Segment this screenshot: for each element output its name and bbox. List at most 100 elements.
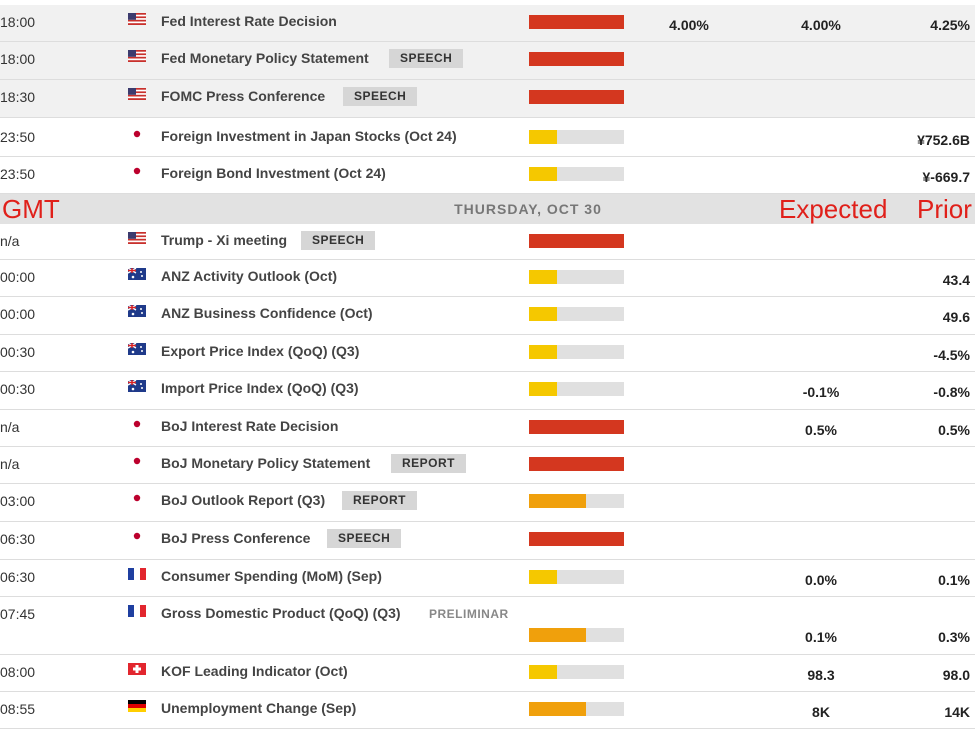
impact-fill <box>529 532 624 546</box>
country-flag <box>128 700 146 712</box>
actual-value: 4.00% <box>669 17 709 33</box>
impact-bar <box>529 382 624 396</box>
impact-fill <box>529 90 624 104</box>
impact-fill <box>529 15 624 29</box>
previous-value: ¥752.6B <box>917 132 970 148</box>
prior-label: Prior <box>917 194 972 224</box>
impact-fill <box>529 270 557 284</box>
impact-fill <box>529 494 586 508</box>
event-time: 00:30 <box>0 344 36 360</box>
previous-value: 14K <box>944 704 970 720</box>
previous-value: -4.5% <box>933 347 970 363</box>
forecast-value: -0.1% <box>802 384 840 400</box>
country-flag <box>128 530 146 542</box>
day-header: GMT THURSDAY, OCT 30 Expected Prior <box>0 194 975 224</box>
country-flag <box>128 455 146 467</box>
event-name: Trump - Xi meeting <box>161 232 288 248</box>
previous-value: ¥-669.7 <box>922 169 970 185</box>
event-name: Unemployment Change (Sep) <box>161 700 357 716</box>
event-row: n/a BoJ Monetary Policy Statement REPORT <box>0 447 975 484</box>
event-name: BoJ Press Conference <box>161 530 311 546</box>
country-flag <box>128 268 146 280</box>
event-name: Import Price Index (QoQ) (Q3) <box>161 380 359 396</box>
impact-bar <box>529 90 624 104</box>
country-flag <box>128 50 146 62</box>
impact-fill <box>529 382 557 396</box>
impact-bar <box>529 15 624 29</box>
event-row: 18:00 Fed Monetary Policy Statement SPEECH <box>0 42 975 80</box>
event-name: KOF Leading Indicator (Oct) <box>161 663 348 679</box>
impact-bar <box>529 457 624 471</box>
country-flag <box>128 13 146 25</box>
impact-bar <box>529 665 624 679</box>
impact-fill <box>529 234 624 248</box>
event-tag: SPEECH <box>343 87 418 106</box>
timezone-label: GMT <box>2 194 60 224</box>
impact-fill <box>529 52 624 66</box>
event-time: 18:00 <box>0 14 36 30</box>
event-tag: REPORT <box>391 454 467 473</box>
country-flag <box>128 343 146 355</box>
country-flag <box>128 128 146 140</box>
forecast-value: 0.5% <box>805 422 837 438</box>
event-row: 18:30 FOMC Press Conference SPEECH <box>0 80 975 118</box>
impact-bar <box>529 532 624 546</box>
impact-fill <box>529 665 557 679</box>
impact-bar <box>529 167 624 181</box>
event-time: 18:00 <box>0 51 36 67</box>
event-name: Gross Domestic Product (QoQ) (Q3) <box>161 605 401 621</box>
event-time: n/a <box>0 419 20 435</box>
previous-value: 49.6 <box>942 309 970 325</box>
event-row: 00:00 ANZ Business Confidence (Oct) 49.6 <box>0 297 975 335</box>
previous-value: 98.0 <box>942 667 970 683</box>
forecast-value: 0.1% <box>805 629 837 645</box>
impact-bar <box>529 702 624 716</box>
event-name: Fed Monetary Policy Statement <box>161 50 369 66</box>
event-time: 00:30 <box>0 381 36 397</box>
event-name: ANZ Activity Outlook (Oct) <box>161 268 338 284</box>
impact-bar <box>529 234 624 248</box>
impact-bar <box>529 130 624 144</box>
impact-bar <box>529 307 624 321</box>
impact-fill <box>529 307 557 321</box>
previous-value: 0.3% <box>938 629 970 645</box>
country-flag <box>128 232 146 244</box>
event-time: 18:30 <box>0 89 36 105</box>
event-time: 08:00 <box>0 664 36 680</box>
event-time: n/a <box>0 233 20 249</box>
event-name: FOMC Press Conference <box>161 88 326 104</box>
event-time: 06:30 <box>0 569 36 585</box>
previous-value: 4.25% <box>930 17 970 33</box>
impact-fill <box>529 130 557 144</box>
event-row: 00:30 Import Price Index (QoQ) (Q3) -0.1% -… <box>0 372 975 410</box>
event-row: 06:30 Consumer Spending (MoM) (Sep) 0.0% 0.… <box>0 560 975 597</box>
event-time: 03:00 <box>0 493 36 509</box>
forecast-value: 8K <box>812 704 830 720</box>
event-tag: SPEECH <box>301 231 376 250</box>
event-time: 07:45 <box>0 606 36 622</box>
forecast-value: 0.0% <box>805 572 837 588</box>
event-row: 06:30 BoJ Press Conference SPEECH <box>0 522 975 560</box>
country-flag <box>128 418 146 430</box>
impact-bar <box>529 345 624 359</box>
event-row: 08:55 Unemployment Change (Sep) 8K 14K <box>0 692 975 729</box>
event-name: BoJ Outlook Report (Q3) <box>161 492 326 508</box>
event-row: n/a BoJ Interest Rate Decision 0.5% 0.5% <box>0 410 975 447</box>
impact-bar <box>529 570 624 584</box>
impact-fill <box>529 570 557 584</box>
event-row: 23:50 Foreign Investment in Japan Stocks … <box>0 120 975 157</box>
event-name: ANZ Business Confidence (Oct) <box>161 305 373 321</box>
impact-fill <box>529 420 624 434</box>
event-name: BoJ Interest Rate Decision <box>161 418 339 434</box>
event-row: 18:00 Fed Interest Rate Decision 4.00% 4.00… <box>0 5 975 42</box>
event-row: n/a Trump - Xi meeting SPEECH <box>0 224 975 260</box>
previous-value: 43.4 <box>942 272 970 288</box>
event-tag: REPORT <box>342 491 418 510</box>
event-note: PRELIMINAR <box>429 607 509 621</box>
event-name: Consumer Spending (MoM) (Sep) <box>161 568 382 584</box>
impact-bar <box>529 494 624 508</box>
event-name: Foreign Investment in Japan Stocks (Oct … <box>161 128 457 144</box>
impact-fill <box>529 345 557 359</box>
day-date: THURSDAY, OCT 30 <box>454 201 602 217</box>
